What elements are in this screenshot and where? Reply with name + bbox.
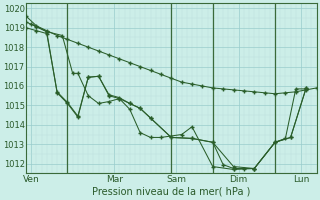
X-axis label: Pression niveau de la mer( hPa ): Pression niveau de la mer( hPa ) xyxy=(92,187,251,197)
